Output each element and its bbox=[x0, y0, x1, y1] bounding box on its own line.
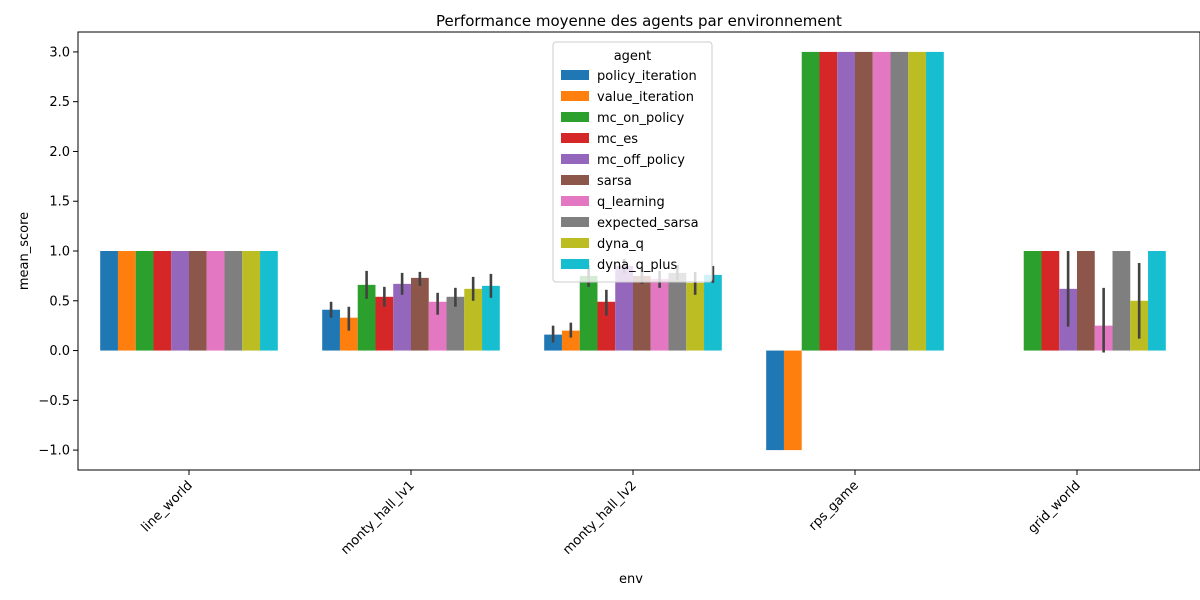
y-axis: −1.0 −0.5 0.0 0.5 1.0 1.5 2.0 2.5 3.0 bbox=[38, 45, 78, 459]
legend-label-dyna_q: dyna_q bbox=[597, 237, 644, 252]
y-tick-label: 2.5 bbox=[49, 95, 70, 110]
y-tick-label: −0.5 bbox=[38, 394, 70, 409]
x-axis: line_world monty_hall_lv1 monty_hall_lv2 rp… bbox=[139, 470, 1084, 558]
y-tick-label: −1.0 bbox=[38, 444, 70, 459]
bar-policy_iteration-rps_game bbox=[766, 350, 784, 451]
y-axis-label: mean_score bbox=[17, 212, 32, 290]
bar-value_iteration-monty_hall_lv1 bbox=[339, 317, 358, 351]
bar-dyna_q_plus-monty_hall_lv2 bbox=[704, 274, 722, 351]
bar-dyna_q-rps_game bbox=[908, 51, 927, 351]
legend-label-mc_off_policy: mc_off_policy bbox=[597, 153, 685, 168]
bar-policy_iteration-monty_hall_lv2 bbox=[544, 334, 562, 351]
legend-swatch-q_learning bbox=[561, 196, 589, 206]
bar-mc_es-monty_hall_lv1 bbox=[375, 296, 394, 351]
legend-swatch-mc_on_policy bbox=[561, 112, 589, 122]
y-tick-label: 0.5 bbox=[49, 294, 70, 309]
bar-q_learning-monty_hall_lv1 bbox=[428, 301, 447, 351]
legend-box bbox=[552, 41, 713, 283]
bar-dyna_q-monty_hall_lv1 bbox=[464, 288, 483, 351]
bar-sarsa-line_world bbox=[189, 251, 207, 351]
bar-q_learning-rps_game bbox=[872, 51, 891, 351]
legend-label-mc_es: mc_es bbox=[597, 132, 638, 147]
x-tick-label: rps_game bbox=[806, 478, 862, 534]
legend-swatch-mc_off_policy bbox=[561, 154, 589, 164]
legend-label-dyna_q_plus: dyna_q_plus bbox=[597, 258, 678, 273]
bar-sarsa-grid_world bbox=[1077, 251, 1095, 351]
bar-dyna_q_plus-grid_world bbox=[1148, 251, 1166, 351]
legend-label-q_learning: q_learning bbox=[597, 195, 665, 210]
x-axis-label: env bbox=[619, 572, 643, 587]
bar-dyna_q-line_world bbox=[242, 251, 261, 351]
bar-mc_off_policy-monty_hall_lv2 bbox=[615, 265, 633, 351]
bar-expected_sarsa-monty_hall_lv1 bbox=[446, 296, 465, 351]
y-tick-label: 3.0 bbox=[49, 45, 70, 60]
bar-mc_off_policy-line_world bbox=[171, 251, 189, 351]
bar-mc_es-line_world bbox=[153, 251, 172, 351]
bar-mc_on_policy-monty_hall_lv2 bbox=[579, 275, 598, 351]
bar-mc_es-rps_game bbox=[819, 51, 838, 351]
legend: agent policy_iteration value_iteration mc_o… bbox=[552, 41, 713, 283]
legend-swatch-policy_iteration bbox=[561, 70, 589, 80]
bar-value_iteration-line_world bbox=[117, 251, 136, 351]
bar-mc_on_policy-monty_hall_lv1 bbox=[357, 284, 376, 351]
legend-swatch-value_iteration bbox=[561, 91, 589, 101]
legend-swatch-dyna_q_plus bbox=[561, 259, 589, 269]
legend-swatch-expected_sarsa bbox=[561, 217, 589, 227]
bar-policy_iteration-monty_hall_lv1 bbox=[322, 309, 340, 351]
y-tick-label: 0.0 bbox=[49, 344, 70, 359]
bar-expected_sarsa-line_world bbox=[224, 251, 243, 351]
bar-mc_off_policy-rps_game bbox=[837, 51, 855, 351]
x-tick-label: monty_hall_lv2 bbox=[560, 478, 640, 558]
bar-sarsa-monty_hall_lv1 bbox=[411, 277, 429, 351]
legend-title: agent bbox=[614, 49, 652, 64]
bar-value_iteration-rps_game bbox=[783, 350, 802, 451]
y-tick-label: 1.5 bbox=[49, 195, 70, 210]
chart-title: Performance moyenne des agents par envir… bbox=[436, 12, 842, 30]
bar-dyna_q-monty_hall_lv2 bbox=[686, 282, 705, 351]
bar-value_iteration-monty_hall_lv2 bbox=[561, 330, 580, 351]
bar-expected_sarsa-rps_game bbox=[890, 51, 909, 351]
bar-dyna_q_plus-line_world bbox=[260, 251, 278, 351]
x-tick-label: line_world bbox=[139, 478, 196, 535]
bar-mc_off_policy-monty_hall_lv1 bbox=[393, 283, 411, 351]
legend-swatch-mc_es bbox=[561, 133, 589, 143]
bar-mc_on_policy-line_world bbox=[135, 251, 154, 351]
legend-label-sarsa: sarsa bbox=[597, 174, 632, 189]
bar-expected_sarsa-grid_world bbox=[1112, 251, 1131, 351]
bar-mc_on_policy-grid_world bbox=[1023, 251, 1042, 351]
legend-label-expected_sarsa: expected_sarsa bbox=[597, 216, 699, 231]
legend-swatch-sarsa bbox=[561, 175, 589, 185]
y-tick-label: 1.0 bbox=[49, 245, 70, 260]
bar-q_learning-monty_hall_lv2 bbox=[650, 278, 669, 351]
bar-q_learning-line_world bbox=[206, 251, 225, 351]
bar-mc_es-grid_world bbox=[1041, 251, 1060, 351]
legend-label-value_iteration: value_iteration bbox=[597, 90, 694, 105]
y-tick-label: 2.0 bbox=[49, 145, 70, 160]
bar-mc_on_policy-rps_game bbox=[801, 51, 820, 351]
bar-sarsa-monty_hall_lv2 bbox=[633, 275, 651, 351]
legend-swatch-dyna_q bbox=[561, 238, 589, 248]
x-tick-label: monty_hall_lv1 bbox=[338, 478, 418, 558]
bar-mc_es-monty_hall_lv2 bbox=[597, 301, 616, 351]
legend-label-policy_iteration: policy_iteration bbox=[597, 69, 697, 84]
x-tick-label: grid_world bbox=[1025, 478, 1084, 537]
bar-policy_iteration-line_world bbox=[100, 251, 118, 351]
bar-sarsa-rps_game bbox=[855, 51, 873, 351]
bars-layer bbox=[100, 51, 1166, 451]
bar-expected_sarsa-monty_hall_lv2 bbox=[668, 272, 687, 351]
legend-label-mc_on_policy: mc_on_policy bbox=[597, 111, 685, 126]
bar-dyna_q_plus-rps_game bbox=[926, 51, 944, 351]
bar-dyna_q_plus-monty_hall_lv1 bbox=[482, 285, 500, 351]
